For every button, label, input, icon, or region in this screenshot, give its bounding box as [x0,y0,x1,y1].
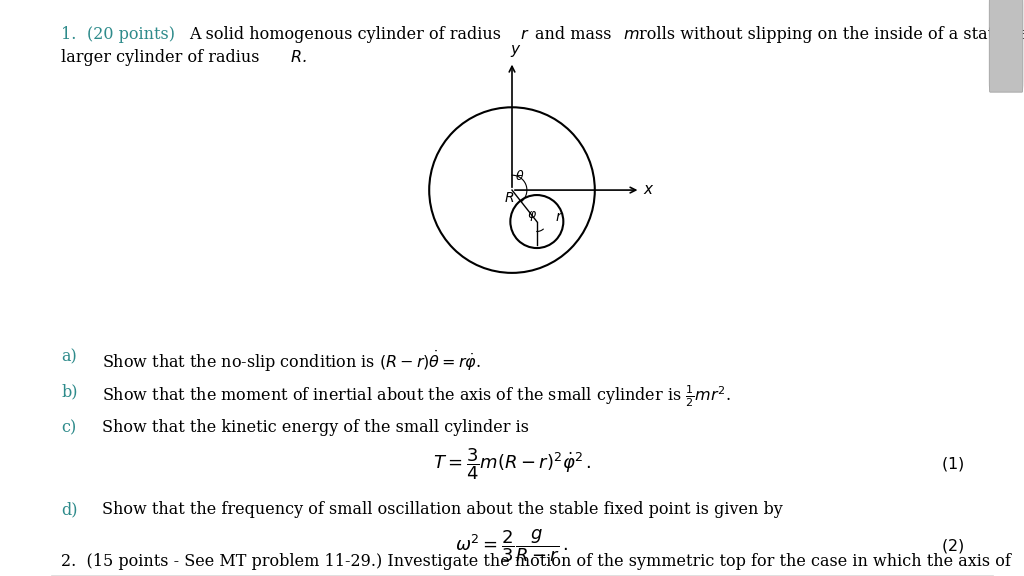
Text: $\varphi$: $\varphi$ [526,209,537,223]
Text: $(1)$: $(1)$ [941,454,964,473]
Text: $R$: $R$ [504,191,514,205]
Text: 1.: 1. [61,26,77,43]
Text: rolls without slipping on the inside of a stationary: rolls without slipping on the inside of … [639,26,1024,43]
Text: Show that the frequency of small oscillation about the stable fixed point is giv: Show that the frequency of small oscilla… [102,501,783,518]
Text: $x$: $x$ [643,183,654,197]
Text: c): c) [61,419,77,437]
Text: A solid homogenous cylinder of radius: A solid homogenous cylinder of radius [189,26,502,43]
Text: larger cylinder of radius: larger cylinder of radius [61,49,260,66]
Text: d): d) [61,501,78,518]
Text: and mass: and mass [535,26,611,43]
Text: $R$.: $R$. [290,49,306,66]
Text: $\omega^2 = \dfrac{2}{3}\dfrac{g}{R-r}\,.$: $\omega^2 = \dfrac{2}{3}\dfrac{g}{R-r}\,… [456,528,568,564]
Text: b): b) [61,383,78,400]
Text: $m$: $m$ [623,26,639,43]
Text: a): a) [61,348,77,366]
Text: $(2)$: $(2)$ [941,537,964,555]
Text: 2.  (15 points - See MT problem 11-29.) Investigate the motion of the symmetric : 2. (15 points - See MT problem 11-29.) I… [61,553,1012,570]
Text: (20 points): (20 points) [87,26,175,43]
Text: $T = \dfrac{3}{4}m(R-r)^2\dot{\varphi}^2\,.$: $T = \dfrac{3}{4}m(R-r)^2\dot{\varphi}^2… [433,446,591,482]
Text: $r$: $r$ [520,26,529,43]
Text: $\theta$: $\theta$ [515,169,524,184]
Text: $r$: $r$ [555,210,563,225]
Text: $y$: $y$ [510,43,522,59]
FancyBboxPatch shape [989,0,1023,92]
Text: Show that the kinetic energy of the small cylinder is: Show that the kinetic energy of the smal… [102,419,529,437]
Text: Show that the moment of inertial about the axis of the small cylinder is $\frac{: Show that the moment of inertial about t… [102,383,731,409]
Text: Show that the no-slip condition is $(R-r)\dot{\theta} = r\dot{\varphi}$.: Show that the no-slip condition is $(R-r… [102,348,481,373]
